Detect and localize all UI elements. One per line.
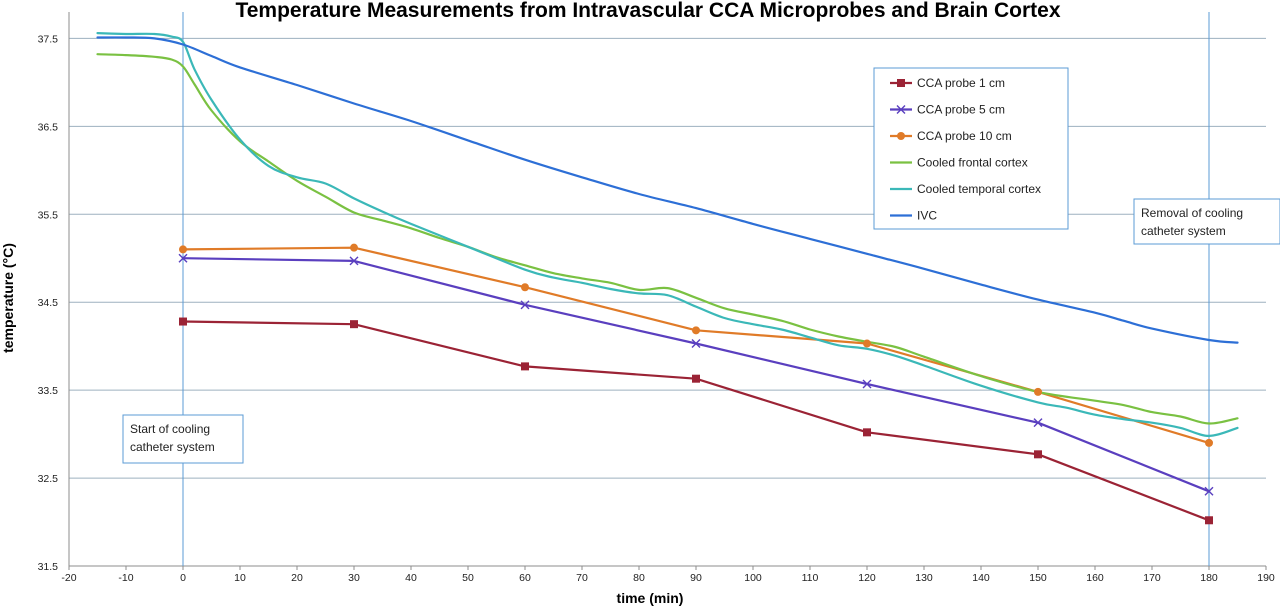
- x-tick-label: 60: [519, 572, 531, 584]
- x-tick-label: 10: [234, 572, 246, 584]
- data-point-cca-probe-1-cm: [692, 374, 700, 383]
- y-tick-label: 31.5: [38, 561, 59, 573]
- event-lines: [182, 12, 1210, 566]
- x-tick-label: 140: [972, 572, 990, 584]
- x-tick-label: 190: [1257, 572, 1275, 584]
- annotation-text: catheter system: [130, 440, 215, 454]
- x-tick-label: 90: [690, 572, 702, 584]
- legend-label-cca-probe-5-cm: CCA probe 5 cm: [917, 103, 1005, 117]
- legend-label-cca-probe-1-cm: CCA probe 1 cm: [917, 76, 1005, 90]
- chart-title: Temperature Measurements from Intravascu…: [235, 0, 1060, 22]
- x-tick-label: 0: [180, 572, 186, 584]
- data-point-cca-probe-1-cm: [179, 317, 187, 326]
- x-tick-label: 120: [858, 572, 876, 584]
- data-point-cca-probe-1-cm: [863, 428, 871, 437]
- data-point-cca-probe-5-cm: [862, 379, 872, 389]
- y-tick-label: 37.5: [38, 33, 59, 45]
- legend-label-cca-probe-10-cm: CCA probe 10 cm: [917, 129, 1012, 143]
- y-tick-label: 32.5: [38, 473, 59, 485]
- data-point-cca-probe-5-cm: [1033, 418, 1043, 428]
- data-point-cca-probe-1-cm: [521, 362, 529, 371]
- legend-label-cooled-frontal-cortex: Cooled frontal cortex: [917, 156, 1028, 170]
- legend-marker-cca-probe-1-cm: [897, 79, 905, 87]
- grid-lines: [68, 12, 1266, 567]
- annotation-removal-cooling: Removal of cooling catheter system: [1133, 198, 1280, 245]
- series-line-ivc: [96, 36, 1239, 344]
- annotation-text: Removal of cooling: [1141, 206, 1243, 220]
- data-point-cca-probe-10-cm: [1034, 387, 1042, 396]
- x-tick-label: 40: [405, 572, 417, 584]
- y-axis-ticks: 31.5 32.5 33.5 34.5 35.5 36.5 37.5: [38, 33, 59, 573]
- x-tick-label: 160: [1086, 572, 1104, 584]
- data-point-cca-probe-5-cm: [349, 256, 359, 266]
- y-tick-label: 33.5: [38, 385, 59, 397]
- data-point-cca-probe-5-cm: [520, 300, 530, 310]
- x-tick-label: 20: [291, 572, 303, 584]
- y-tick-label: 36.5: [38, 121, 59, 133]
- data-point-cca-probe-1-cm: [1034, 450, 1042, 459]
- data-point-cca-probe-5-cm: [1204, 486, 1214, 496]
- x-tick-label: -20: [61, 572, 76, 584]
- legend-box: [873, 67, 1069, 230]
- data-point-cca-probe-1-cm: [350, 320, 358, 329]
- data-point-cca-probe-5-cm: [178, 253, 188, 263]
- legend-marker-cca-probe-5-cm: [896, 105, 906, 114]
- x-tick-label: 100: [744, 572, 762, 584]
- annotation-box: [122, 414, 244, 464]
- y-tick-label: 35.5: [38, 209, 59, 221]
- x-tick-label: -10: [118, 572, 133, 584]
- x-tick-label: 70: [576, 572, 588, 584]
- data-point-cca-probe-10-cm: [1205, 438, 1213, 447]
- data-point-cca-probe-5-cm: [691, 339, 701, 349]
- series-line-cca-probe-1-cm: [181, 320, 1211, 522]
- data-point-cca-probe-10-cm: [350, 243, 358, 252]
- series-line-cca-probe-10-cm: [181, 246, 1211, 444]
- x-tick-label: 170: [1143, 572, 1161, 584]
- x-tick-label: 30: [348, 572, 360, 584]
- data-point-cca-probe-10-cm: [863, 339, 871, 348]
- x-tick-label: 50: [462, 572, 474, 584]
- x-axis-title: time (min): [617, 590, 684, 606]
- series-line-cooled-temporal-cortex: [96, 32, 1239, 437]
- data-point-cca-probe-1-cm: [1205, 516, 1213, 525]
- x-tick-label: 80: [633, 572, 645, 584]
- data-point-cca-probe-10-cm: [692, 326, 700, 335]
- legend: CCA probe 1 cm CCA probe 5 cm CCA probe 10…: [873, 67, 1069, 230]
- x-tick-label: 150: [1029, 572, 1047, 584]
- data-point-cca-probe-10-cm: [521, 283, 529, 292]
- x-axis-ticks: -20 -10 0 10 20 30 40 50 60 70 80 90 100 110 120 130 140…: [61, 566, 1275, 584]
- annotation-text: Start of cooling: [130, 422, 210, 436]
- y-axis-title: temperature (°C): [0, 243, 16, 353]
- x-tick-label: 180: [1200, 572, 1218, 584]
- series-markers: [178, 243, 1214, 525]
- legend-marker-cca-probe-10-cm: [897, 132, 905, 140]
- series-line-cooled-frontal-cortex: [96, 53, 1239, 425]
- y-tick-label: 34.5: [38, 297, 59, 309]
- legend-label-ivc: IVC: [917, 209, 937, 223]
- annotation-start-cooling: Start of cooling catheter system: [122, 414, 244, 464]
- x-tick-label: 130: [915, 572, 933, 584]
- legend-label-cooled-temporal-cortex: Cooled temporal cortex: [917, 182, 1041, 196]
- data-point-cca-probe-10-cm: [179, 245, 187, 254]
- annotation-box: [1133, 198, 1280, 245]
- x-tick-label: 110: [802, 572, 819, 584]
- annotation-text: catheter system: [1141, 224, 1226, 238]
